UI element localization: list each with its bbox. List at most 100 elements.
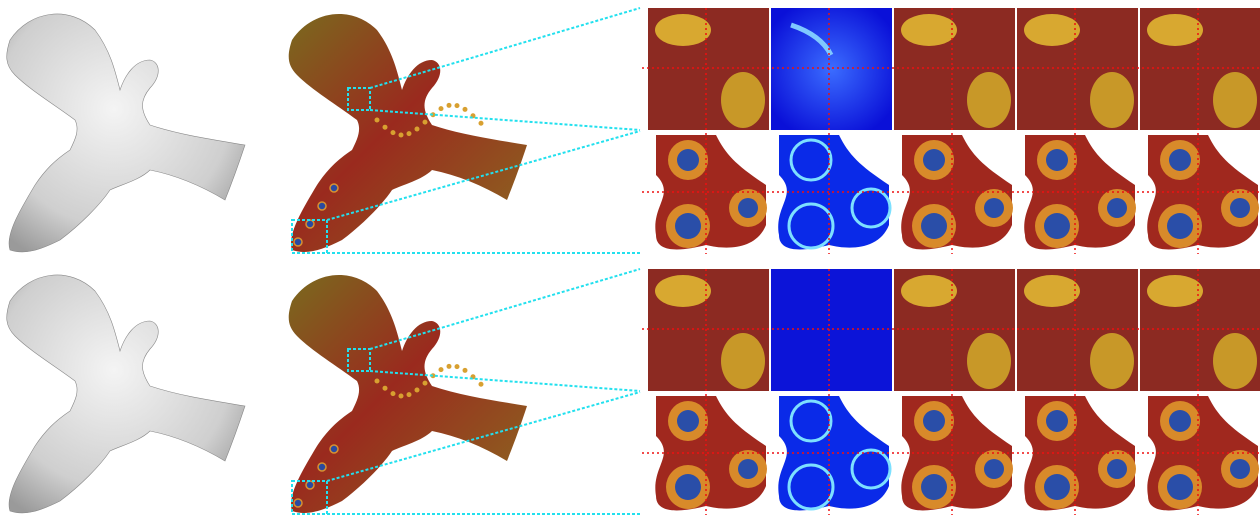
zoom-line [369,7,641,89]
eye-center [738,459,758,479]
yellow-patch [721,72,765,128]
mesh-render [6,13,246,253]
eye-center [1169,410,1191,432]
feather-spot [478,381,484,387]
eye-center [1046,410,1068,432]
feather-spot [430,112,436,118]
eye-center [1046,149,1068,171]
feather-spot [390,130,396,136]
eye-ring [850,448,892,490]
feather-spot [422,119,428,125]
yellow-patch [1024,275,1080,307]
eye-center [675,474,701,500]
eye-ring [789,399,833,443]
eye-spot [329,444,339,454]
zoom-box [347,348,371,372]
texture-render [288,13,527,252]
feather-spot [398,132,404,138]
yellow-patch [721,333,765,389]
rows [6,7,1260,515]
yellow-patch [1090,333,1134,389]
eye-center [1044,213,1070,239]
zoom-line [369,109,641,131]
feather-spot [382,385,388,391]
zoom-box [347,87,371,111]
eye-ring [789,138,833,182]
yellow-patch [655,14,711,46]
row [6,7,1260,254]
feather-spot [374,378,380,384]
zoom-line [369,370,641,392]
yellow-patch [1090,72,1134,128]
crop-bg [771,8,892,130]
feather-spot [438,106,444,112]
yellow-patch [1024,14,1080,46]
feather-spot [398,393,404,399]
yellow-patch [655,275,711,307]
eye-center [923,410,945,432]
eye-ring [787,202,835,250]
eye-center [923,149,945,171]
eye-center [1167,213,1193,239]
eye-center [1230,198,1250,218]
eye-center [677,410,699,432]
eye-center [1044,474,1070,500]
heat-streak [790,22,834,57]
feather-spot [406,392,412,398]
eye-spot [305,219,315,229]
feather-spot [446,102,452,108]
mesh-render [6,274,246,514]
yellow-patch [901,275,957,307]
eye-spot [293,237,303,247]
eye-ring [787,463,835,511]
crop-bg [771,269,892,391]
yellow-patch [1147,14,1203,46]
yellow-patch [1213,72,1257,128]
feather-spot [374,117,380,123]
zoom-line [369,268,641,350]
eye-spot [317,462,327,472]
yellow-patch [967,72,1011,128]
zoom-box [291,219,328,254]
feather-spot [438,367,444,373]
eye-center [677,149,699,171]
feather-spot [422,380,428,386]
eye-ring [850,187,892,229]
feather-spot [414,387,420,393]
eye-center [984,459,1004,479]
feather-spot [390,391,396,397]
feather-spot [462,106,468,112]
eye-center [921,474,947,500]
feather-spot [406,131,412,137]
yellow-patch [967,333,1011,389]
feather-spot [382,124,388,130]
row [6,268,1260,515]
yellow-patch [901,14,957,46]
eye-spot [317,201,327,211]
feather-spot [454,103,460,109]
zoom-line [326,391,641,482]
eye-center [1167,474,1193,500]
eye-center [921,213,947,239]
eye-spot [293,498,303,508]
feather-spot [430,373,436,379]
eye-center [1107,459,1127,479]
eye-center [1169,149,1191,171]
eye-center [984,198,1004,218]
eye-center [1107,198,1127,218]
yellow-patch [1213,333,1257,389]
feather-spot [462,367,468,373]
eye-center [1230,459,1250,479]
feather-spot [414,126,420,132]
feather-spot [478,120,484,126]
eye-center [675,213,701,239]
zoom-line [326,130,641,221]
feather-spot [454,364,460,370]
eye-center [738,198,758,218]
zoom-box [291,480,328,515]
texture-render [288,274,527,513]
eye-spot [329,183,339,193]
yellow-patch [1147,275,1203,307]
